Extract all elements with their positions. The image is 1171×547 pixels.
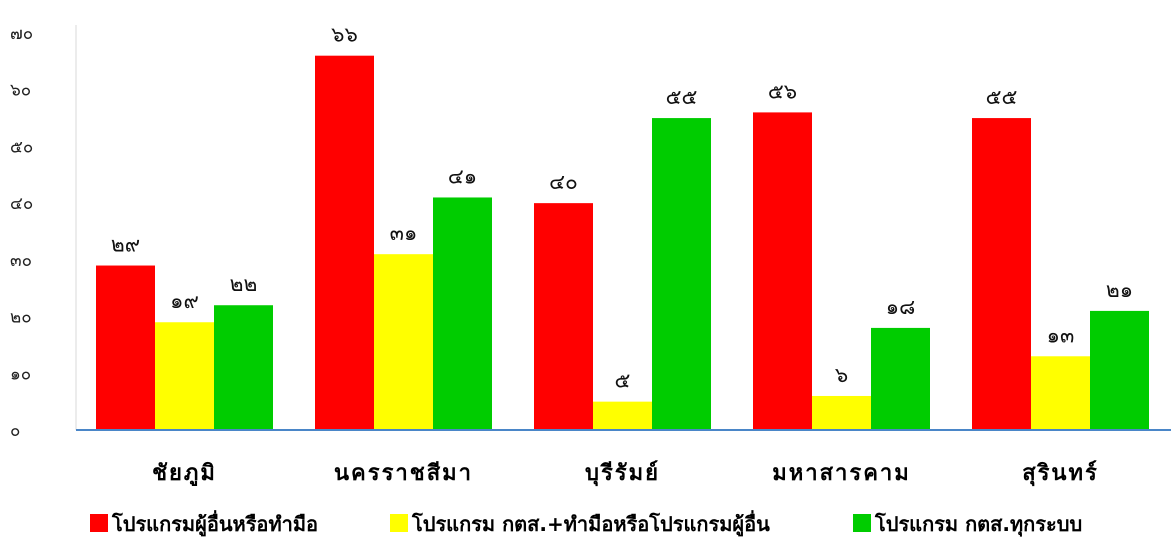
y-tick-label: ๑๐ xyxy=(10,364,31,384)
data-label: ๕๕ xyxy=(986,85,1018,109)
x-tick-label: บุรีรัมย์ xyxy=(585,460,660,487)
legend-label: โปรแกรม กตส.ทุกระบบ xyxy=(874,512,1082,537)
legend: โปรแกรมผู้อื่นหรือทำมือ โปรแกรม กตส.+ทำมื… xyxy=(90,509,1082,538)
x-axis: ชัยภูมิ นครราชสีมา บุรีรัมย์ มหาสารคาม สุริน… xyxy=(76,429,1171,487)
y-tick-label: ๔๐ xyxy=(10,194,33,214)
legend-swatch xyxy=(90,514,108,532)
data-label: ๒๙ xyxy=(111,233,140,257)
data-label: ๕ xyxy=(615,369,631,393)
y-axis: ๐ ๑๐ ๒๐ ๓๐ ๔๐ ๕๐ ๖๐ ๗๐ xyxy=(10,24,77,441)
bar xyxy=(652,118,711,431)
data-label: ๔๑ xyxy=(448,164,477,188)
data-label: ๕๖ xyxy=(768,79,797,103)
data-label: ๔๐ xyxy=(549,170,578,194)
x-tick-label: ชัยภูมิ xyxy=(152,461,217,487)
bar xyxy=(871,327,930,430)
bar xyxy=(214,305,273,430)
data-label: ๒๒ xyxy=(230,272,258,296)
x-tick-label: มหาสารคาม xyxy=(772,461,911,486)
y-tick-label: ๗๐ xyxy=(10,24,33,44)
data-label: ๖ xyxy=(835,363,848,387)
bar xyxy=(593,401,652,430)
bars xyxy=(96,55,1149,431)
y-tick-label: ๕๐ xyxy=(10,137,33,157)
y-tick-label: ๓๐ xyxy=(10,251,32,271)
y-tick-label: ๒๐ xyxy=(10,308,32,328)
bar xyxy=(374,254,433,430)
bar xyxy=(753,112,812,431)
legend-swatch xyxy=(390,514,408,532)
bar xyxy=(155,322,214,430)
legend-swatch xyxy=(853,514,871,532)
legend-label: โปรแกรม กตส.+ทำมือหรือโปรแกรมผู้อื่น xyxy=(411,509,770,538)
x-tick-label: นครราชสีมา xyxy=(334,461,473,486)
data-label: ๑๓ xyxy=(1047,323,1075,347)
bar xyxy=(534,203,593,430)
data-label: ๖๖ xyxy=(331,23,358,47)
bar xyxy=(96,265,155,430)
y-tick-label: ๐ xyxy=(10,421,20,441)
data-label: ๑๙ xyxy=(170,289,199,313)
data-label: ๕๕ xyxy=(666,85,698,109)
bar xyxy=(433,197,492,430)
bar xyxy=(972,118,1031,431)
x-tick-label: สุรินทร์ xyxy=(1022,460,1099,487)
bar xyxy=(812,395,871,430)
y-tick-label: ๖๐ xyxy=(10,81,31,101)
bar xyxy=(1031,356,1090,430)
data-label: ๑๘ xyxy=(886,295,916,319)
data-label: ๒๑ xyxy=(1106,278,1133,302)
bar xyxy=(315,55,374,430)
legend-label: โปรแกรมผู้อื่นหรือทำมือ xyxy=(111,509,318,538)
bar xyxy=(1090,310,1149,430)
data-label: ๓๑ xyxy=(390,221,418,245)
